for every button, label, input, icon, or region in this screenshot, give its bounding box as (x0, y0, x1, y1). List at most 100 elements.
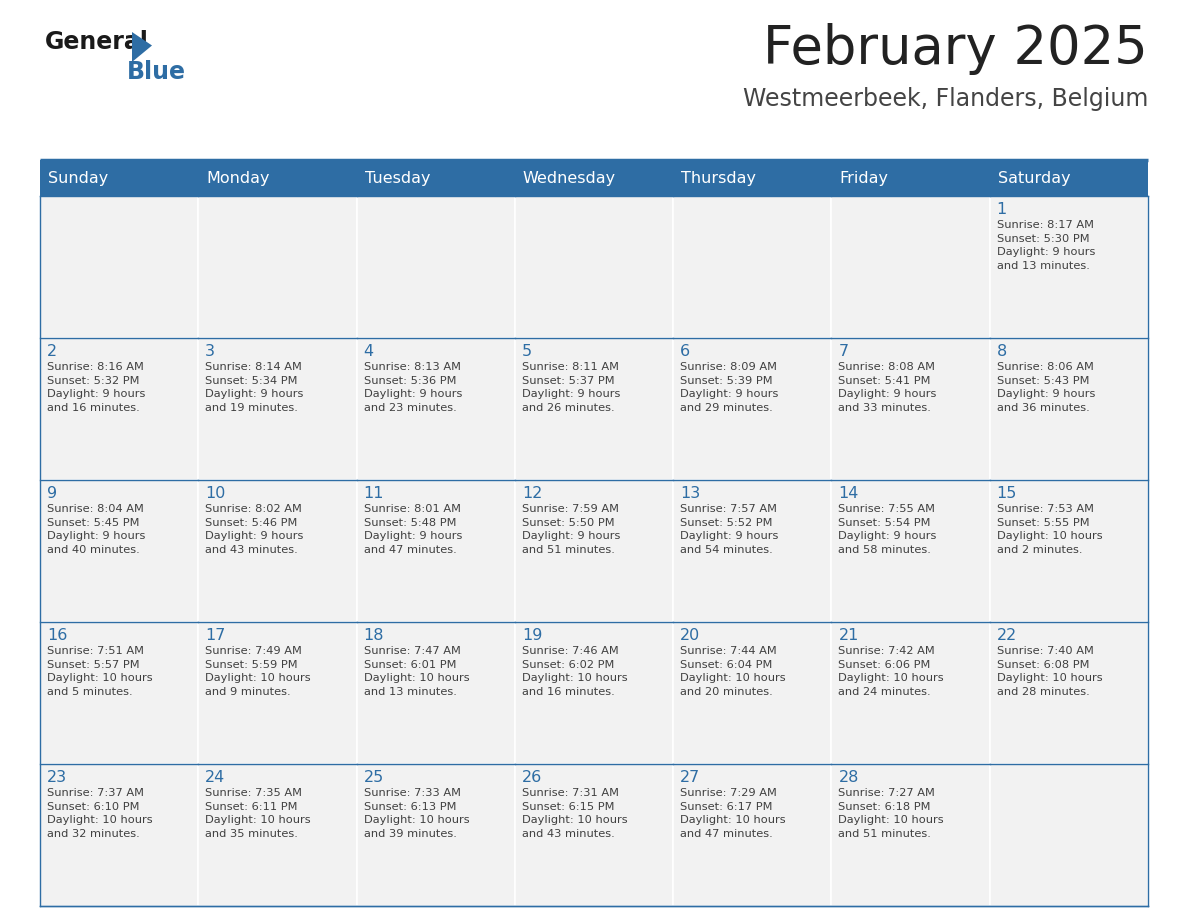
Bar (514, 480, 674, 622)
Text: 27: 27 (681, 770, 701, 785)
Text: Sunrise: 8:17 AM
Sunset: 5:30 PM
Daylight: 9 hours
and 13 minutes.: Sunrise: 8:17 AM Sunset: 5:30 PM Dayligh… (997, 220, 1095, 271)
Text: 15: 15 (997, 486, 1017, 501)
Bar (990, 622, 1148, 764)
Text: 2: 2 (48, 344, 57, 359)
Text: 10: 10 (206, 486, 226, 501)
Text: Sunrise: 7:57 AM
Sunset: 5:52 PM
Daylight: 9 hours
and 54 minutes.: Sunrise: 7:57 AM Sunset: 5:52 PM Dayligh… (681, 504, 778, 554)
Bar (40, 338, 198, 480)
Text: Tuesday: Tuesday (365, 171, 430, 185)
Text: Sunrise: 7:59 AM
Sunset: 5:50 PM
Daylight: 9 hours
and 51 minutes.: Sunrise: 7:59 AM Sunset: 5:50 PM Dayligh… (522, 504, 620, 554)
Bar (674, 480, 832, 622)
Text: 18: 18 (364, 628, 384, 643)
Text: Sunrise: 8:13 AM
Sunset: 5:36 PM
Daylight: 9 hours
and 23 minutes.: Sunrise: 8:13 AM Sunset: 5:36 PM Dayligh… (364, 362, 462, 413)
Text: Sunrise: 7:49 AM
Sunset: 5:59 PM
Daylight: 10 hours
and 9 minutes.: Sunrise: 7:49 AM Sunset: 5:59 PM Dayligh… (206, 646, 311, 697)
Bar (514, 338, 674, 480)
Polygon shape (132, 32, 152, 62)
Text: Sunrise: 7:40 AM
Sunset: 6:08 PM
Daylight: 10 hours
and 28 minutes.: Sunrise: 7:40 AM Sunset: 6:08 PM Dayligh… (997, 646, 1102, 697)
Text: 23: 23 (48, 770, 68, 785)
Text: 24: 24 (206, 770, 226, 785)
Bar (514, 622, 674, 764)
Text: Sunrise: 8:14 AM
Sunset: 5:34 PM
Daylight: 9 hours
and 19 minutes.: Sunrise: 8:14 AM Sunset: 5:34 PM Dayligh… (206, 362, 304, 413)
Text: 7: 7 (839, 344, 848, 359)
Bar (198, 480, 356, 622)
Text: 9: 9 (48, 486, 57, 501)
Text: Sunrise: 8:04 AM
Sunset: 5:45 PM
Daylight: 9 hours
and 40 minutes.: Sunrise: 8:04 AM Sunset: 5:45 PM Dayligh… (48, 504, 145, 554)
Text: 21: 21 (839, 628, 859, 643)
Text: Sunrise: 8:11 AM
Sunset: 5:37 PM
Daylight: 9 hours
and 26 minutes.: Sunrise: 8:11 AM Sunset: 5:37 PM Dayligh… (522, 362, 620, 413)
Text: Sunrise: 8:09 AM
Sunset: 5:39 PM
Daylight: 9 hours
and 29 minutes.: Sunrise: 8:09 AM Sunset: 5:39 PM Dayligh… (681, 362, 778, 413)
Bar (198, 196, 356, 338)
Bar (832, 196, 990, 338)
Text: Sunrise: 8:02 AM
Sunset: 5:46 PM
Daylight: 9 hours
and 43 minutes.: Sunrise: 8:02 AM Sunset: 5:46 PM Dayligh… (206, 504, 304, 554)
Bar (514, 196, 674, 338)
Bar (990, 764, 1148, 906)
Text: Sunrise: 7:29 AM
Sunset: 6:17 PM
Daylight: 10 hours
and 47 minutes.: Sunrise: 7:29 AM Sunset: 6:17 PM Dayligh… (681, 788, 785, 839)
Text: 22: 22 (997, 628, 1017, 643)
Bar (198, 338, 356, 480)
Bar (356, 480, 514, 622)
Text: Sunrise: 8:01 AM
Sunset: 5:48 PM
Daylight: 9 hours
and 47 minutes.: Sunrise: 8:01 AM Sunset: 5:48 PM Dayligh… (364, 504, 462, 554)
Text: Sunday: Sunday (48, 171, 108, 185)
Text: Friday: Friday (840, 171, 889, 185)
Bar (356, 338, 514, 480)
Text: 11: 11 (364, 486, 384, 501)
Text: Sunrise: 7:27 AM
Sunset: 6:18 PM
Daylight: 10 hours
and 51 minutes.: Sunrise: 7:27 AM Sunset: 6:18 PM Dayligh… (839, 788, 944, 839)
Bar (990, 480, 1148, 622)
Text: Blue: Blue (127, 60, 187, 84)
Text: 13: 13 (681, 486, 701, 501)
Bar (832, 622, 990, 764)
Bar (198, 622, 356, 764)
Text: Sunrise: 8:06 AM
Sunset: 5:43 PM
Daylight: 9 hours
and 36 minutes.: Sunrise: 8:06 AM Sunset: 5:43 PM Dayligh… (997, 362, 1095, 413)
Text: Saturday: Saturday (998, 171, 1070, 185)
Text: February 2025: February 2025 (763, 23, 1148, 75)
Bar (832, 764, 990, 906)
Text: 20: 20 (681, 628, 701, 643)
Text: 26: 26 (522, 770, 542, 785)
Bar (674, 338, 832, 480)
Bar (514, 764, 674, 906)
Text: Sunrise: 8:08 AM
Sunset: 5:41 PM
Daylight: 9 hours
and 33 minutes.: Sunrise: 8:08 AM Sunset: 5:41 PM Dayligh… (839, 362, 937, 413)
Bar (674, 622, 832, 764)
Text: Sunrise: 7:44 AM
Sunset: 6:04 PM
Daylight: 10 hours
and 20 minutes.: Sunrise: 7:44 AM Sunset: 6:04 PM Dayligh… (681, 646, 785, 697)
Bar (40, 480, 198, 622)
Text: Sunrise: 7:47 AM
Sunset: 6:01 PM
Daylight: 10 hours
and 13 minutes.: Sunrise: 7:47 AM Sunset: 6:01 PM Dayligh… (364, 646, 469, 697)
Bar (674, 764, 832, 906)
Text: 3: 3 (206, 344, 215, 359)
Bar (356, 764, 514, 906)
Text: Sunrise: 7:35 AM
Sunset: 6:11 PM
Daylight: 10 hours
and 35 minutes.: Sunrise: 7:35 AM Sunset: 6:11 PM Dayligh… (206, 788, 311, 839)
Bar (832, 338, 990, 480)
Text: Sunrise: 7:53 AM
Sunset: 5:55 PM
Daylight: 10 hours
and 2 minutes.: Sunrise: 7:53 AM Sunset: 5:55 PM Dayligh… (997, 504, 1102, 554)
Text: General: General (45, 30, 148, 54)
Text: 1: 1 (997, 202, 1007, 217)
Text: 19: 19 (522, 628, 542, 643)
Text: 8: 8 (997, 344, 1007, 359)
Text: 5: 5 (522, 344, 532, 359)
Bar (356, 196, 514, 338)
Text: 4: 4 (364, 344, 374, 359)
Text: 14: 14 (839, 486, 859, 501)
Text: Sunrise: 7:37 AM
Sunset: 6:10 PM
Daylight: 10 hours
and 32 minutes.: Sunrise: 7:37 AM Sunset: 6:10 PM Dayligh… (48, 788, 152, 839)
Text: Sunrise: 7:33 AM
Sunset: 6:13 PM
Daylight: 10 hours
and 39 minutes.: Sunrise: 7:33 AM Sunset: 6:13 PM Dayligh… (364, 788, 469, 839)
Text: Wednesday: Wednesday (523, 171, 617, 185)
Text: 25: 25 (364, 770, 384, 785)
Text: 6: 6 (681, 344, 690, 359)
Text: 16: 16 (48, 628, 68, 643)
Text: Sunrise: 7:42 AM
Sunset: 6:06 PM
Daylight: 10 hours
and 24 minutes.: Sunrise: 7:42 AM Sunset: 6:06 PM Dayligh… (839, 646, 944, 697)
Text: Monday: Monday (207, 171, 270, 185)
Bar (674, 196, 832, 338)
Text: Thursday: Thursday (681, 171, 756, 185)
Bar (832, 480, 990, 622)
Bar (990, 196, 1148, 338)
Text: 12: 12 (522, 486, 542, 501)
Text: Sunrise: 8:16 AM
Sunset: 5:32 PM
Daylight: 9 hours
and 16 minutes.: Sunrise: 8:16 AM Sunset: 5:32 PM Dayligh… (48, 362, 145, 413)
Text: 28: 28 (839, 770, 859, 785)
Text: Westmeerbeek, Flanders, Belgium: Westmeerbeek, Flanders, Belgium (742, 87, 1148, 111)
Bar (40, 196, 198, 338)
Bar (198, 764, 356, 906)
Text: 17: 17 (206, 628, 226, 643)
Bar (40, 622, 198, 764)
Bar (990, 338, 1148, 480)
Text: Sunrise: 7:46 AM
Sunset: 6:02 PM
Daylight: 10 hours
and 16 minutes.: Sunrise: 7:46 AM Sunset: 6:02 PM Dayligh… (522, 646, 627, 697)
Bar (40, 160, 1148, 196)
Bar (356, 622, 514, 764)
